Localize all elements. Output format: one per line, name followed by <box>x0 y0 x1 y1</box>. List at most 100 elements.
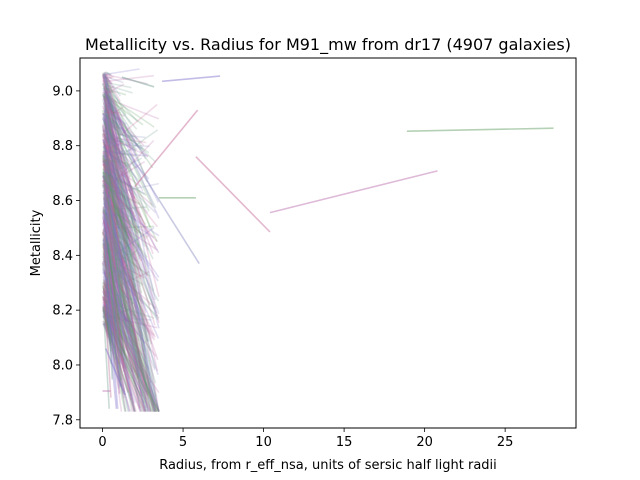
galaxy-gradient-line <box>104 247 121 322</box>
galaxy-gradient-line <box>104 121 123 226</box>
galaxy-gradient-line <box>104 265 125 361</box>
galaxy-gradient-line <box>102 150 110 165</box>
galaxy-gradient-line <box>102 262 131 341</box>
galaxy-gradient-line <box>103 304 130 412</box>
galaxy-gradient-line <box>105 196 121 218</box>
galaxy-gradient-line <box>104 219 111 227</box>
galaxy-gradient-line <box>104 154 112 185</box>
galaxy-gradient-line <box>104 165 121 205</box>
galaxy-gradient-line <box>103 179 158 243</box>
galaxy-gradient-line <box>102 103 132 254</box>
galaxy-gradient-line <box>105 244 158 412</box>
galaxy-gradient-line <box>105 160 126 178</box>
galaxy-gradient-line <box>105 247 140 281</box>
galaxy-gradient-line <box>102 195 130 303</box>
series-layer <box>101 68 554 413</box>
galaxy-gradient-line <box>105 202 117 226</box>
galaxy-gradient-line <box>108 293 126 393</box>
galaxy-gradient-line <box>104 293 146 344</box>
galaxy-gradient-line <box>105 147 140 378</box>
galaxy-gradient-line <box>102 162 114 189</box>
galaxy-gradient-line <box>103 206 147 211</box>
galaxy-gradient-line <box>102 113 116 127</box>
galaxy-gradient-line <box>102 297 113 326</box>
galaxy-gradient-line <box>104 74 121 102</box>
galaxy-gradient-line <box>102 239 119 274</box>
galaxy-gradient-line <box>104 118 116 137</box>
galaxy-gradient-line <box>105 120 123 159</box>
galaxy-gradient-line <box>102 310 125 323</box>
galaxy-gradient-line <box>104 309 114 320</box>
galaxy-gradient-line <box>105 273 121 336</box>
galaxy-gradient-line <box>105 202 141 257</box>
galaxy-gradient-line <box>103 230 114 264</box>
galaxy-gradient-line <box>103 120 111 146</box>
galaxy-gradient-line <box>103 229 114 237</box>
galaxy-gradient-line <box>105 242 160 412</box>
galaxy-gradient-line <box>105 256 126 263</box>
galaxy-gradient-line <box>104 231 113 267</box>
galaxy-gradient-line <box>103 101 116 113</box>
galaxy-gradient-line <box>105 290 127 370</box>
galaxy-gradient-line <box>103 124 159 372</box>
galaxy-gradient-line <box>105 312 112 352</box>
galaxy-gradient-line <box>102 302 109 323</box>
galaxy-gradient-line <box>104 319 112 344</box>
galaxy-gradient-line <box>103 95 112 107</box>
galaxy-gradient-line <box>102 242 124 342</box>
galaxy-gradient-line <box>104 249 118 289</box>
galaxy-gradient-line <box>104 110 149 158</box>
galaxy-gradient-line <box>105 294 123 302</box>
galaxy-gradient-line <box>103 106 133 171</box>
galaxy-gradient-line <box>102 202 132 251</box>
galaxy-gradient-line <box>104 171 113 217</box>
galaxy-gradient-line <box>103 235 145 368</box>
galaxy-gradient-line <box>104 151 123 163</box>
galaxy-gradient-line <box>103 113 118 125</box>
galaxy-gradient-line <box>103 284 112 398</box>
galaxy-gradient-line <box>104 220 120 282</box>
galaxy-gradient-line <box>102 210 126 264</box>
galaxy-gradient-line <box>105 115 118 132</box>
galaxy-gradient-line <box>103 71 156 301</box>
galaxy-gradient-line <box>104 158 138 243</box>
galaxy-gradient-line <box>104 109 157 209</box>
galaxy-gradient-line <box>105 162 113 179</box>
galaxy-gradient-line <box>105 242 113 256</box>
galaxy-gradient-line <box>103 162 111 182</box>
galaxy-gradient-line <box>103 110 157 412</box>
galaxy-gradient-line <box>105 137 123 154</box>
galaxy-gradient-line <box>105 150 129 167</box>
galaxy-gradient-line <box>102 323 117 349</box>
galaxy-gradient-line <box>104 322 112 365</box>
galaxy-gradient-line <box>103 264 129 297</box>
galaxy-gradient-line <box>102 254 144 412</box>
galaxy-gradient-line <box>102 292 113 337</box>
galaxy-gradient-line <box>105 282 118 305</box>
galaxy-gradient-line <box>103 202 159 360</box>
galaxy-gradient-line <box>104 293 115 336</box>
galaxy-gradient-line <box>106 97 160 120</box>
galaxy-gradient-line <box>101 183 135 281</box>
galaxy-gradient-line <box>102 306 113 341</box>
galaxy-gradient-line <box>105 184 116 208</box>
galaxy-gradient-line <box>102 229 124 348</box>
galaxy-gradient-line <box>104 288 124 340</box>
galaxy-gradient-line <box>104 136 136 221</box>
galaxy-gradient-line <box>102 112 120 183</box>
galaxy-gradient-line <box>102 87 127 96</box>
galaxy-gradient-line <box>103 163 127 213</box>
galaxy-gradient-line <box>104 186 152 412</box>
galaxy-gradient-line <box>102 199 129 334</box>
galaxy-gradient-line <box>105 106 125 208</box>
galaxy-gradient-line <box>104 241 115 251</box>
galaxy-gradient-line <box>102 299 126 306</box>
galaxy-gradient-line <box>102 176 148 400</box>
galaxy-gradient-line <box>103 270 122 307</box>
galaxy-gradient-line <box>105 150 121 251</box>
galaxy-gradient-line <box>107 291 122 387</box>
galaxy-gradient-line <box>105 235 147 412</box>
galaxy-gradient-line <box>102 191 130 219</box>
galaxy-gradient-line <box>104 244 124 318</box>
galaxy-gradient-line <box>105 244 113 252</box>
